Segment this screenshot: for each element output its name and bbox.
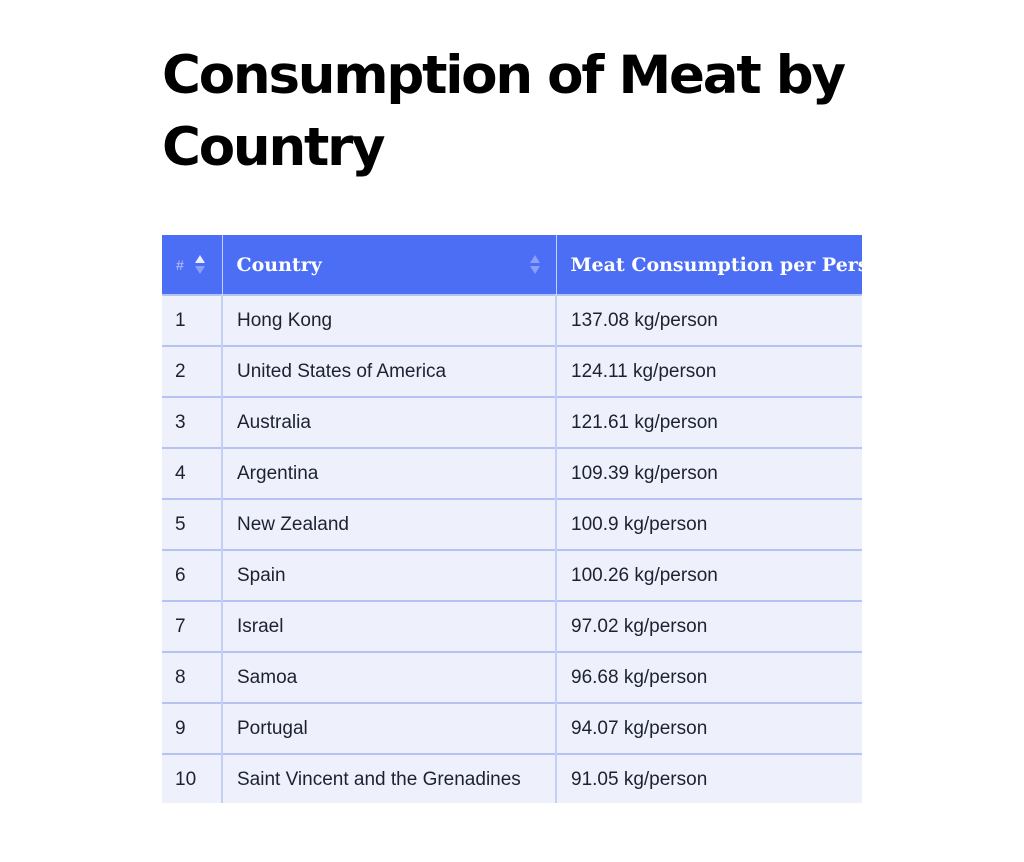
header-row: # Country Meat Consumption per Person [162,235,862,295]
country-cell: Spain [222,549,557,601]
country-cell: Israel [222,600,557,652]
rank-cell: 2 [162,345,223,397]
country-cell: Saint Vincent and the Grenadines [222,753,557,803]
rank-cell: 10 [162,753,223,803]
table-row: 1 Hong Kong 137.08 kg/person [162,294,862,346]
country-cell: Hong Kong [222,294,557,346]
sort-ascending-icon[interactable] [195,254,205,276]
column-header-rank[interactable]: # [162,235,223,295]
table-row: 10 Saint Vincent and the Grenadines 91.05 … [162,753,862,803]
country-cell: Samoa [222,651,557,703]
meat-consumption-table: # Country Meat Consumption per Person 1H… [162,235,862,803]
table-row: 2 United States of America 124.11 kg/perso… [162,345,862,397]
table-row: 9 Portugal 94.07 kg/person [162,702,862,754]
meat-consumption-cell: 109.39 kg/person [556,447,862,499]
meat-consumption-cell: 121.61 kg/person [556,396,862,448]
page-title: Consumption of Meat by Country [162,45,846,178]
meat-consumption-cell: 94.07 kg/person [556,702,862,754]
country-cell: Argentina [222,447,557,499]
rank-cell: 8 [162,651,223,703]
rank-cell: 5 [162,498,223,550]
country-cell: New Zealand [222,498,557,550]
column-header-rank-label: # [176,256,184,273]
rank-cell: 6 [162,549,223,601]
rank-cell: 3 [162,396,223,448]
table-header: # Country Meat Consumption per Person [162,235,862,295]
meat-consumption-cell: 91.05 kg/person [556,753,862,803]
table-row: 5 New Zealand 100.9 kg/person [162,498,862,550]
column-header-meat-consumption[interactable]: Meat Consumption per Person [556,235,862,295]
rank-cell: 7 [162,600,223,652]
sort-icon[interactable] [529,254,540,276]
table-row: 4 Argentina 109.39 kg/person [162,447,862,499]
table-row: 8 Samoa 96.68 kg/person [162,651,862,703]
meat-consumption-cell: 100.9 kg/person [556,498,862,550]
data-table-container[interactable]: # Country Meat Consumption per Person 1H… [162,235,862,803]
country-cell: Australia [222,396,557,448]
rank-cell: 9 [162,702,223,754]
meat-consumption-cell: 137.08 kg/person [556,294,862,346]
meat-consumption-cell: 100.26 kg/person [556,549,862,601]
table-body: 1 Hong Kong 137.08 kg/person 2 United States… [162,294,862,803]
column-header-country[interactable]: Country [222,235,557,295]
column-header-meat-consumption-label: Meat Consumption per Person [570,253,863,276]
meat-consumption-cell: 124.11 kg/person [556,345,862,397]
rank-cell: 1 [162,294,223,346]
column-header-country-label: Country [236,253,322,276]
country-cell: Portugal [222,702,557,754]
meat-consumption-cell: 97.02 kg/person [556,600,862,652]
table-row: 6 Spain 100.26 kg/person [162,549,862,601]
table-row: 7 Israel 97.02 kg/person [162,600,862,652]
table-row: 3 Australia 121.61 kg/person [162,396,862,448]
rank-cell: 4 [162,447,223,499]
country-cell: United States of America [222,345,557,397]
meat-consumption-cell: 96.68 kg/person [556,651,862,703]
